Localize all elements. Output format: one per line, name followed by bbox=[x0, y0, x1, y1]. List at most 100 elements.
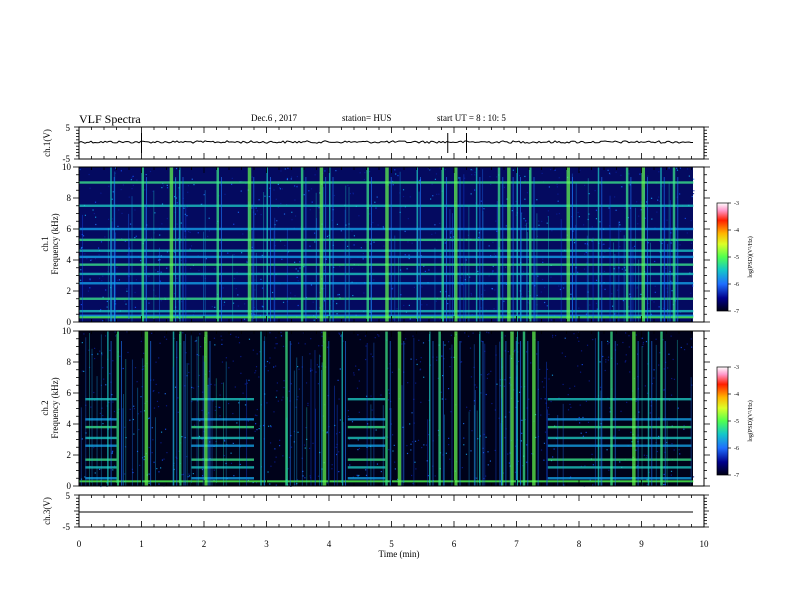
spec1-speckle bbox=[175, 197, 177, 199]
spec1-speckle bbox=[432, 195, 434, 197]
spec1-streak bbox=[417, 225, 419, 322]
spec2-speckle bbox=[513, 351, 515, 353]
spec2-speckle bbox=[282, 455, 284, 457]
spec2-speckle bbox=[304, 343, 306, 345]
spec1-speckle bbox=[391, 288, 393, 290]
colorbar-ch2-tick-label: -3 bbox=[734, 365, 739, 371]
spec2-speckle bbox=[389, 408, 391, 410]
spec2-speckle bbox=[317, 475, 320, 477]
spec1-speckle bbox=[176, 277, 178, 279]
spec2-speckle bbox=[109, 372, 111, 375]
spec1-speckle bbox=[335, 170, 337, 172]
spec2-speckle bbox=[434, 475, 436, 477]
spec1-streak bbox=[560, 219, 562, 322]
spec2-speckle bbox=[98, 468, 101, 470]
spec1-speckle bbox=[184, 236, 186, 238]
spec2-streak bbox=[366, 344, 368, 486]
spec2-speckle bbox=[254, 414, 257, 416]
spec1-speckle bbox=[616, 289, 619, 291]
spec1-speckle bbox=[586, 243, 589, 245]
spec2-speckle bbox=[445, 452, 447, 454]
spec2-speckle bbox=[334, 424, 336, 427]
spec2-speckle bbox=[335, 446, 337, 448]
spec2-speckle bbox=[153, 407, 156, 409]
spec1-speckle bbox=[619, 224, 621, 226]
spec1-speckle bbox=[349, 192, 352, 195]
spec2-speckle bbox=[411, 412, 413, 414]
spec2-speckle bbox=[502, 472, 505, 474]
time-axis-tick-label: 1 bbox=[139, 539, 144, 549]
spec2-speckle bbox=[470, 450, 472, 452]
spec1-speckle bbox=[106, 306, 108, 308]
panel-ch1-voltage-ticks bbox=[74, 126, 709, 160]
spec1-speckle bbox=[474, 189, 476, 191]
spec2-speckle bbox=[659, 352, 661, 354]
spec2-speckle bbox=[275, 343, 277, 345]
spec1-speckle bbox=[80, 247, 82, 249]
spec2-speckle bbox=[175, 456, 177, 458]
spec2-speckle bbox=[335, 453, 338, 456]
spec2-speckle bbox=[163, 336, 166, 338]
spec1-speckle bbox=[628, 173, 630, 175]
spec1-speckle bbox=[550, 276, 552, 278]
spec1-streak bbox=[618, 221, 620, 322]
spec2-streak bbox=[185, 334, 186, 486]
spec1-speckle bbox=[281, 188, 283, 190]
spec1-speckle bbox=[118, 209, 120, 211]
spec1-streak bbox=[232, 254, 234, 322]
spec2-streak bbox=[401, 385, 403, 486]
spec1-speckle bbox=[420, 255, 422, 257]
spec2-speckle bbox=[656, 450, 658, 453]
spec1-speckle bbox=[187, 191, 189, 193]
spec2-speckle bbox=[504, 335, 506, 337]
spec1-speckle bbox=[286, 301, 288, 303]
spec1-speckle bbox=[105, 289, 107, 291]
spec2-speckle bbox=[181, 474, 183, 476]
spec2-band bbox=[547, 418, 692, 421]
spec1-speckle bbox=[345, 224, 347, 226]
spec2-speckle bbox=[629, 371, 631, 373]
spec2-speckle bbox=[679, 453, 681, 455]
spec2-streak bbox=[321, 362, 323, 486]
spec1-speckle bbox=[148, 275, 150, 277]
spec2-burst-echo bbox=[289, 341, 291, 486]
spec1-ytick-label: 2 bbox=[67, 286, 72, 296]
spec1-speckle bbox=[352, 294, 354, 297]
spec1-streak bbox=[370, 257, 372, 322]
spec2-streak bbox=[286, 396, 288, 486]
spec1-speckle bbox=[404, 230, 406, 233]
spec2-speckle bbox=[310, 338, 312, 340]
spec2-speckle bbox=[622, 341, 624, 344]
spec2-burst bbox=[385, 331, 388, 486]
spec1-speckle bbox=[214, 268, 216, 270]
spec2-band bbox=[85, 458, 117, 461]
spec1-speckle bbox=[596, 308, 598, 310]
spec1-speckle bbox=[557, 193, 559, 195]
spec1-burst bbox=[475, 167, 478, 322]
spec1-ytick-label: 10 bbox=[62, 162, 72, 172]
spec1-speckle bbox=[450, 230, 452, 232]
spec1-speckle bbox=[399, 192, 401, 194]
spec1-streak bbox=[394, 235, 396, 322]
spec1-burst bbox=[300, 167, 304, 322]
spec2-speckle bbox=[202, 391, 204, 393]
spec2-burst-echo bbox=[442, 341, 444, 486]
spec1-burst-echo bbox=[502, 177, 504, 322]
spec2-speckle bbox=[663, 368, 665, 370]
spec2-speckle bbox=[480, 340, 483, 342]
spec1-speckle bbox=[82, 235, 85, 237]
spec2-burst-echo bbox=[121, 341, 122, 486]
spec1-speckle bbox=[528, 253, 530, 255]
spec2-speckle bbox=[195, 340, 197, 342]
spec1-ytick-label: 6 bbox=[67, 224, 72, 234]
spec2-speckle bbox=[124, 426, 126, 428]
spec1-speckle bbox=[589, 304, 591, 306]
spec2-speckle bbox=[530, 362, 532, 364]
spec2-speckle bbox=[160, 431, 163, 433]
spec1-speckle bbox=[191, 178, 193, 180]
spec2-speckle bbox=[441, 355, 443, 357]
spec2-speckle bbox=[224, 440, 226, 442]
spec2-speckle bbox=[196, 400, 199, 402]
spec1-speckle bbox=[644, 262, 646, 264]
spec2-speckle bbox=[544, 377, 546, 379]
